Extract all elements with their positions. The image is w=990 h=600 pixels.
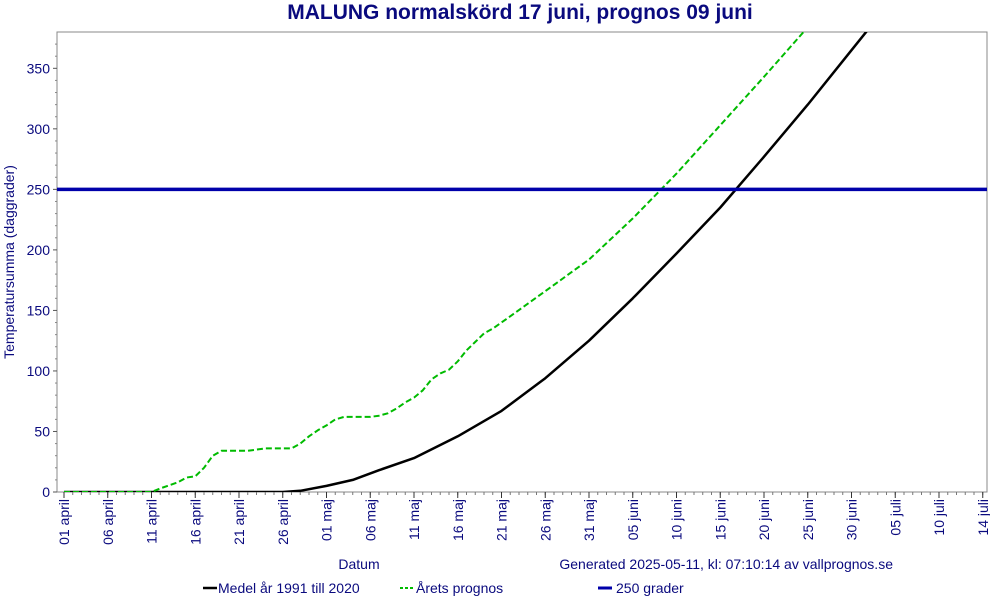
x-tick-label: 26 maj [537,499,553,541]
y-tick-label: 50 [34,423,50,439]
y-tick-label: 200 [27,242,51,258]
x-tick-label: 05 juni [625,499,641,540]
x-tick-label: 25 juni [800,499,816,540]
x-tick-label: 21 maj [494,499,510,541]
series-line-1 [64,32,805,492]
plot-area [56,31,988,493]
legend-label-medel: Medel år 1991 till 2020 [218,580,360,596]
x-axis-label: Datum [338,556,379,572]
legend-label-250: 250 grader [616,580,684,596]
y-tick-label: 150 [27,302,51,318]
x-axis: 01 april 06 april 11 april 16 april 21 april… [56,492,990,545]
x-tick-label: 10 juli [931,499,947,536]
x-tick-label: 11 maj [406,499,422,540]
x-tick-label: 21 april [231,499,247,545]
y-axis: 0 50 100 150 200 250 300 350 [27,43,57,500]
x-tick-label: 16 april [187,499,203,545]
generated-note: Generated 2025-05-11, kl: 07:10:14 av va… [559,556,893,572]
y-tick-label: 350 [27,60,51,76]
series-line-0 [64,32,868,492]
x-tick-label: 06 april [100,499,116,545]
x-tick-label: 31 maj [581,499,597,541]
y-tick-label: 250 [27,181,51,197]
x-tick-label: 01 april [56,499,72,545]
x-tick-label: 14 juli [975,499,990,536]
legend-label-prognos: Årets prognos [416,580,503,596]
x-tick-label: 20 juni [756,499,772,540]
legend: Medel år 1991 till 2020 Årets prognos 25… [203,580,684,596]
y-tick-label: 0 [42,484,50,500]
x-tick-label: 15 juni [712,499,728,540]
y-tick-label: 300 [27,121,51,137]
x-tick-label: 11 april [144,499,160,544]
y-tick-label: 100 [27,363,51,379]
x-tick-label: 01 maj [319,499,335,541]
chart-title: MALUNG normalskörd 17 juni, prognos 09 j… [287,1,753,24]
y-axis-label: Temperatursumma (daggrader) [1,165,17,359]
x-tick-label: 30 juni [844,499,860,540]
x-tick-label: 10 juni [669,499,685,540]
x-tick-label: 05 juli [887,499,903,536]
x-tick-label: 26 april [275,499,291,545]
x-tick-label: 06 maj [362,499,378,541]
x-tick-label: 16 maj [450,499,466,541]
series-lines [57,32,987,492]
